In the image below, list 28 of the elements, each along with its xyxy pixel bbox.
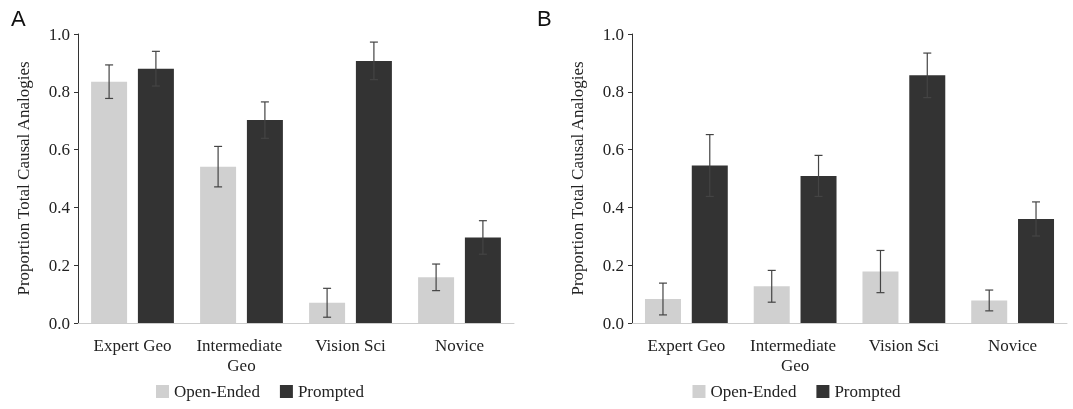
- legend-label: Open-Ended: [173, 382, 261, 401]
- y-tick-label: 0.0: [48, 313, 70, 333]
- x-tick-label: Novice: [434, 335, 485, 355]
- y-tick-label: 0.6: [602, 140, 624, 160]
- legend-label: Prompted: [297, 382, 365, 401]
- y-axis-title: Proportion Total Causal Analogies: [568, 61, 587, 296]
- y-tick-label: 0.4: [48, 197, 71, 217]
- y-tick-label: 0.4: [602, 197, 625, 217]
- y-tick-label: 0.2: [602, 255, 624, 275]
- y-tick-label: 0.2: [48, 255, 70, 275]
- x-tick-label: Novice: [988, 335, 1038, 355]
- x-tick-label: Vision Sci: [868, 335, 940, 355]
- legend-label: Prompted: [834, 382, 902, 401]
- y-axis-title: Proportion Total Causal Analogies: [14, 61, 33, 296]
- y-tick-label: 0.0: [602, 313, 624, 333]
- x-tick-label: Expert Geo: [93, 335, 172, 355]
- x-tick-label: Intermediate Geo: [750, 335, 841, 375]
- y-tick-label: 0.8: [602, 82, 624, 102]
- x-tick-label: Expert Geo: [647, 335, 726, 355]
- y-tick-label: 0.6: [48, 140, 70, 160]
- chart-title: A: [11, 5, 26, 31]
- y-tick-label: 1.0: [48, 24, 70, 44]
- x-tick-label: Vision Sci: [315, 335, 386, 355]
- chart-title: B: [537, 5, 552, 31]
- y-tick-label: 0.8: [48, 82, 70, 102]
- y-tick-label: 1.0: [602, 24, 624, 44]
- legend-label: Open-Ended: [710, 382, 797, 401]
- x-tick-label: Intermediate Geo: [196, 335, 287, 375]
